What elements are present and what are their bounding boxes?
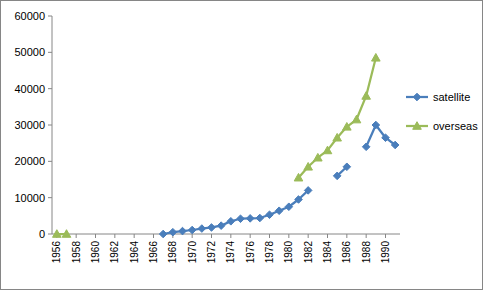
data-point	[333, 133, 342, 141]
x-tick	[269, 234, 270, 238]
x-tick-label: 1956	[51, 241, 62, 264]
data-point	[382, 134, 390, 142]
data-point	[372, 53, 381, 61]
data-point	[391, 141, 399, 149]
data-point	[246, 215, 254, 223]
legend-label: overseas	[433, 120, 478, 132]
x-tick-label: 1958	[71, 241, 82, 264]
x-tick-label: 1990	[380, 241, 391, 264]
x-tick	[346, 234, 347, 238]
series-line	[57, 58, 376, 234]
legend-marker	[413, 122, 422, 130]
data-point	[294, 173, 303, 181]
y-tick-label: 10000	[14, 192, 45, 204]
data-point	[343, 123, 352, 131]
y-tick-label: 40000	[14, 83, 45, 95]
y-tick-label: 0	[39, 228, 45, 240]
x-tick	[250, 234, 251, 238]
data-point	[285, 203, 293, 211]
x-tick	[76, 234, 77, 238]
series-line	[163, 125, 395, 234]
data-point	[237, 215, 245, 223]
x-tick	[230, 234, 231, 238]
chart-border	[1, 1, 483, 290]
data-point	[304, 162, 313, 170]
y-tick	[48, 16, 52, 17]
x-tick-label: 1968	[167, 241, 178, 264]
x-tick-label: 1984	[322, 241, 333, 264]
x-tick	[153, 234, 154, 238]
x-tick	[385, 234, 386, 238]
data-point	[333, 172, 341, 180]
data-point	[266, 211, 274, 219]
data-point	[159, 230, 167, 238]
legend-marker	[413, 93, 421, 101]
x-tick-label: 1972	[206, 241, 217, 264]
plot-area	[53, 53, 399, 237]
x-tick-label: 1986	[341, 241, 352, 264]
data-point	[62, 230, 71, 238]
x-tick-label: 1974	[225, 241, 236, 264]
y-tick	[48, 197, 52, 198]
x-tick	[134, 234, 135, 238]
data-point	[217, 222, 225, 230]
y-tick-label: 60000	[14, 10, 45, 22]
x-tick-label: 1982	[303, 241, 314, 264]
x-tick-label: 1976	[245, 241, 256, 264]
data-point	[188, 226, 196, 234]
x-tick-label: 1966	[148, 241, 159, 264]
data-point	[169, 228, 177, 236]
data-point	[198, 225, 206, 233]
x-tick-label: 1964	[129, 241, 140, 264]
data-point	[227, 217, 235, 225]
chart: 0 10000 20000 30000 40000 50000 60000 1956 1958 1…	[0, 0, 483, 290]
data-point	[208, 224, 216, 232]
data-point	[256, 214, 264, 222]
data-point	[314, 153, 323, 161]
y-tick	[48, 125, 52, 126]
data-point	[372, 121, 380, 129]
data-point	[179, 227, 187, 235]
y-tick	[48, 161, 52, 162]
data-point	[362, 143, 370, 151]
x-tick	[192, 234, 193, 238]
x-tick-label: 1970	[187, 241, 198, 264]
x-axis	[52, 234, 400, 235]
x-tick-label: 1960	[90, 241, 101, 264]
x-tick-label: 1980	[283, 241, 294, 264]
y-tick-label: 30000	[14, 119, 45, 131]
x-tick-label: 1988	[361, 241, 372, 264]
x-tick	[211, 234, 212, 238]
y-tick-label: 50000	[14, 46, 45, 58]
data-point	[304, 187, 312, 195]
y-tick	[48, 88, 52, 89]
y-tick-label: 20000	[14, 155, 45, 167]
x-tick-label: 1978	[264, 241, 275, 264]
x-tick	[327, 234, 328, 238]
x-tick	[308, 234, 309, 238]
x-tick	[114, 234, 115, 238]
y-tick	[48, 234, 52, 235]
data-point	[323, 146, 332, 154]
data-point	[362, 92, 371, 100]
x-tick	[288, 234, 289, 238]
data-point	[53, 230, 62, 238]
data-point	[352, 115, 361, 123]
y-tick	[48, 52, 52, 53]
legend-label: satellite	[433, 91, 470, 103]
x-tick	[366, 234, 367, 238]
x-tick-label: 1962	[109, 241, 120, 264]
data-point	[295, 196, 303, 204]
data-point	[275, 207, 283, 215]
data-point	[343, 163, 351, 171]
x-tick	[95, 234, 96, 238]
